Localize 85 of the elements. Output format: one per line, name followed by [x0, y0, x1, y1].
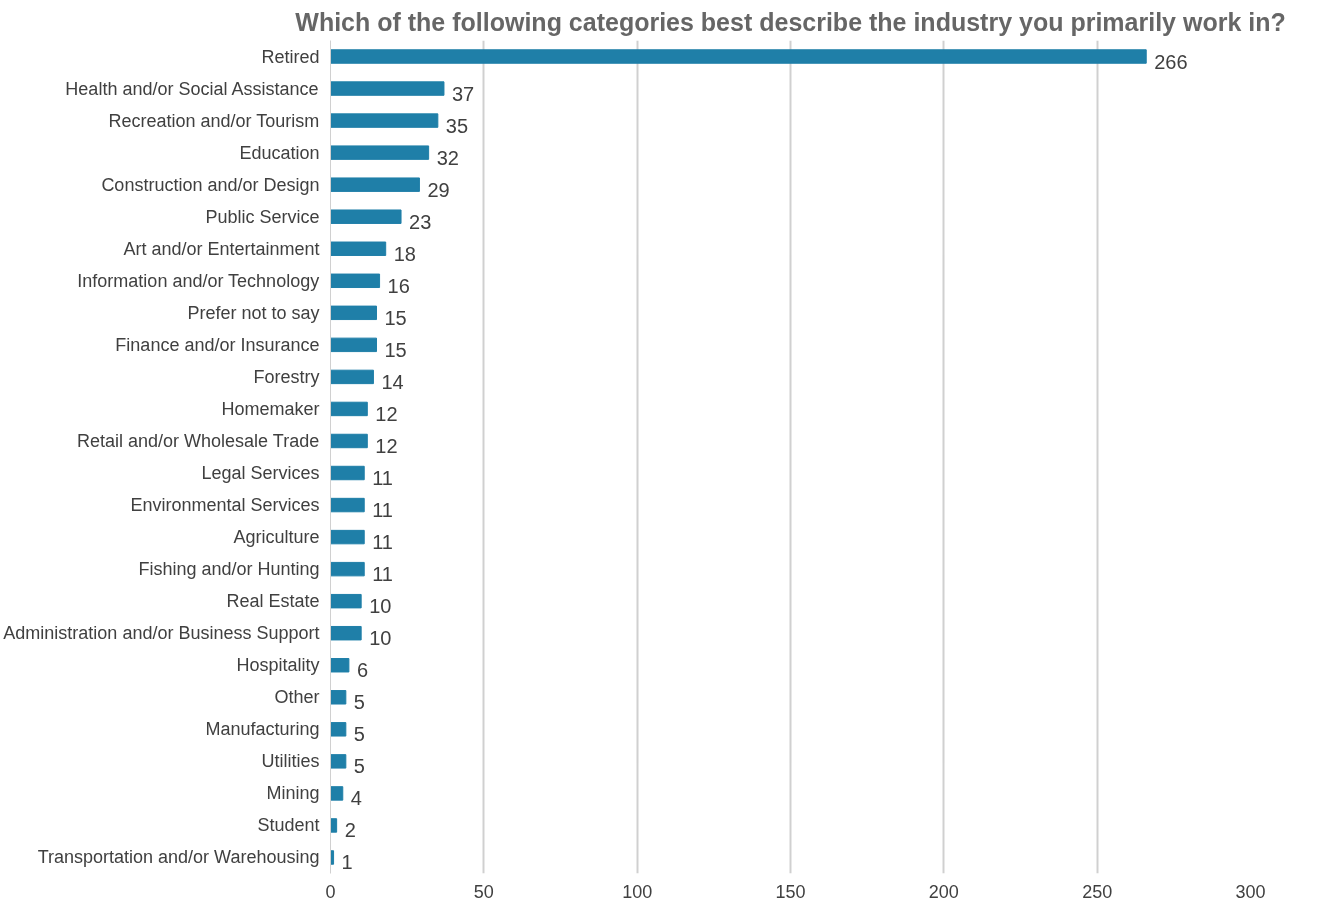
- bar: [330, 145, 430, 160]
- y-tick-label: Agriculture: [233, 527, 320, 548]
- data-label: 14: [381, 370, 404, 393]
- y-tick-label: Finance and/or Insurance: [115, 334, 320, 355]
- y-tick-label: Manufacturing: [205, 719, 320, 740]
- data-label: 2: [344, 819, 356, 842]
- bar: [330, 81, 445, 96]
- y-tick-label: Real Estate: [226, 591, 320, 612]
- x-tick-label: 0: [325, 881, 336, 902]
- x-tick-label: 250: [1082, 881, 1113, 902]
- bar: [330, 690, 347, 705]
- bar: [330, 786, 344, 801]
- y-tick-label: Administration and/or Business Support: [3, 623, 320, 644]
- x-tick-label: 300: [1235, 881, 1266, 902]
- y-tick-label: Fishing and/or Hunting: [138, 559, 320, 580]
- data-label: 10: [369, 627, 392, 650]
- bar: [330, 529, 365, 545]
- x-tick-label: 150: [775, 881, 806, 902]
- y-tick-label: Art and/or Entertainment: [123, 238, 320, 259]
- data-label: 5: [353, 691, 365, 714]
- y-tick-label: Homemaker: [221, 398, 320, 419]
- bar: [330, 433, 368, 449]
- data-label: 23: [409, 210, 432, 233]
- data-label: 12: [375, 434, 398, 457]
- data-label: 11: [372, 499, 393, 522]
- bar: [330, 369, 374, 385]
- data-label: 16: [387, 274, 410, 297]
- y-tick-label: Legal Services: [201, 463, 320, 484]
- data-label: 12: [375, 402, 398, 425]
- y-tick-label: Retail and/or Wholesale Trade: [77, 430, 320, 451]
- data-label: 37: [451, 82, 475, 105]
- y-tick-label: Prefer not to say: [187, 302, 320, 323]
- y-tick-label: Utilities: [261, 751, 320, 772]
- bar: [330, 401, 368, 417]
- bar: [330, 754, 347, 769]
- data-label: 10: [369, 595, 392, 618]
- y-tick-label: Environmental Services: [130, 495, 320, 516]
- data-label: 266: [1154, 50, 1188, 73]
- y-tick-label: Student: [257, 815, 320, 836]
- data-label: 11: [372, 563, 393, 586]
- data-label: 15: [384, 306, 407, 329]
- x-tick-label: 100: [622, 881, 653, 902]
- data-label: 4: [350, 787, 362, 810]
- bar: [330, 113, 439, 128]
- data-label: 5: [353, 755, 365, 778]
- x-tick-label: 200: [928, 881, 959, 902]
- bar: [330, 49, 1147, 64]
- y-tick-label: Recreation and/or Tourism: [108, 110, 320, 131]
- bar: [330, 273, 381, 289]
- data-label: 35: [445, 114, 469, 137]
- data-label: 11: [372, 467, 393, 490]
- bar: [330, 241, 387, 256]
- y-tick-label: Other: [274, 687, 320, 708]
- x-tick-label: 50: [473, 881, 494, 902]
- data-label: 1: [341, 851, 353, 874]
- y-tick-label: Construction and/or Design: [101, 174, 320, 195]
- y-tick-label: Information and/or Technology: [77, 270, 320, 291]
- y-tick-label: Retired: [261, 46, 320, 67]
- data-label: 18: [393, 242, 416, 265]
- data-label: 32: [436, 146, 459, 169]
- y-tick-label: Hospitality: [236, 655, 320, 676]
- bar: [330, 337, 377, 353]
- data-label: 6: [356, 659, 369, 682]
- y-tick-label: Health and/or Social Assistance: [65, 78, 319, 99]
- bar: [330, 818, 338, 833]
- bar: [330, 209, 402, 224]
- bar: [330, 593, 362, 609]
- chart-title: Which of the following categories best describe the industry you primarily work in?: [295, 7, 1286, 36]
- bar: [330, 177, 420, 192]
- y-tick-label: Transportation and/or Warehousing: [37, 847, 320, 868]
- y-tick-label: Education: [239, 142, 320, 163]
- y-tick-label: Mining: [266, 783, 320, 804]
- bar: [330, 305, 377, 321]
- bar: [330, 561, 365, 577]
- data-label: 15: [384, 338, 407, 361]
- bar: [330, 497, 365, 513]
- bar: [330, 658, 350, 673]
- data-label: 11: [372, 531, 393, 554]
- data-label: 29: [427, 178, 450, 201]
- bar: [330, 465, 365, 481]
- y-tick-label: Forestry: [253, 366, 320, 387]
- data-label: 5: [353, 723, 365, 746]
- bar: [330, 625, 362, 641]
- y-tick-label: Public Service: [205, 206, 320, 227]
- bar: [330, 722, 347, 737]
